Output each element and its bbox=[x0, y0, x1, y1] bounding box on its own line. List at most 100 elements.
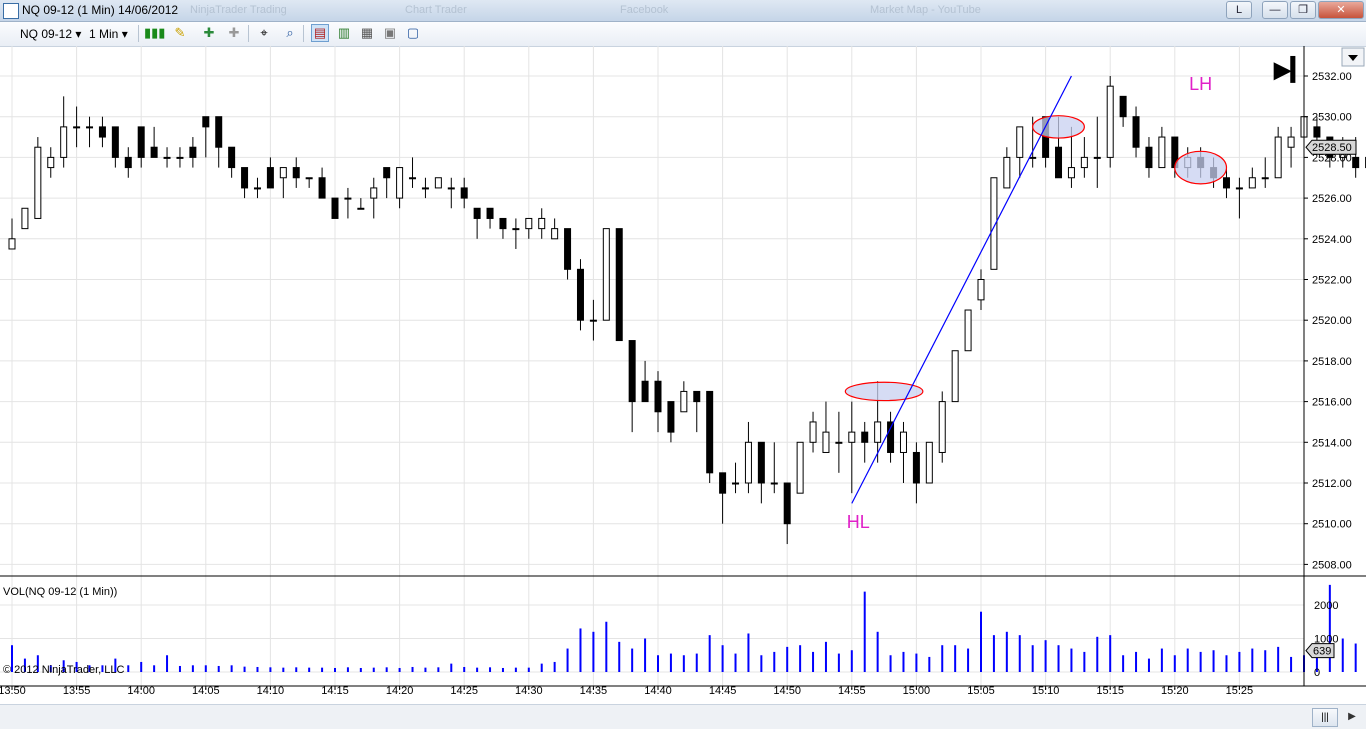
candle-body[interactable] bbox=[125, 157, 131, 167]
candle-body[interactable] bbox=[1249, 178, 1255, 188]
candle-body[interactable] bbox=[823, 432, 829, 452]
horizontal-scrollbar[interactable]: ||| ▶ bbox=[0, 704, 1366, 729]
candle-body[interactable] bbox=[1146, 147, 1152, 167]
template-icon[interactable]: ▢ bbox=[405, 25, 421, 41]
candle-body[interactable] bbox=[797, 442, 803, 493]
candle-body[interactable] bbox=[1107, 86, 1113, 157]
candle-body[interactable] bbox=[1030, 157, 1036, 158]
scrollbar-thumb[interactable]: ||| bbox=[1312, 708, 1338, 727]
candle-body[interactable] bbox=[1094, 157, 1100, 158]
close-button[interactable]: ✕ bbox=[1318, 1, 1364, 19]
minimize-button[interactable]: — bbox=[1262, 1, 1288, 19]
candle-body[interactable] bbox=[280, 168, 286, 178]
candle-body[interactable] bbox=[1068, 168, 1074, 178]
candle-body[interactable] bbox=[397, 168, 403, 199]
candle-body[interactable] bbox=[177, 157, 183, 158]
candle-body[interactable] bbox=[22, 208, 28, 228]
candle-body[interactable] bbox=[151, 147, 157, 157]
candle-body[interactable] bbox=[1133, 117, 1139, 148]
candle-body[interactable] bbox=[655, 381, 661, 412]
trendline[interactable] bbox=[852, 76, 1072, 503]
candle-body[interactable] bbox=[681, 391, 687, 411]
candle-body[interactable] bbox=[629, 341, 635, 402]
candle-body[interactable] bbox=[74, 127, 80, 128]
candle-body[interactable] bbox=[500, 218, 506, 228]
candle-body[interactable] bbox=[229, 147, 235, 167]
candle-body[interactable] bbox=[836, 442, 842, 443]
candle-body[interactable] bbox=[694, 391, 700, 401]
scroll-to-end-icon[interactable]: ▶▎ bbox=[1273, 55, 1308, 83]
crosshair-icon[interactable]: ⌖ bbox=[256, 25, 272, 41]
candle-body[interactable] bbox=[384, 168, 390, 178]
candle-body[interactable] bbox=[1120, 96, 1126, 116]
candle-body[interactable] bbox=[707, 391, 713, 472]
print-icon[interactable]: ▣ bbox=[382, 25, 398, 41]
candle-body[interactable] bbox=[203, 117, 209, 127]
candle-body[interactable] bbox=[965, 310, 971, 351]
candle-body[interactable] bbox=[720, 473, 726, 493]
candle-body[interactable] bbox=[242, 168, 248, 188]
candle-body[interactable] bbox=[164, 157, 170, 158]
candle-body[interactable] bbox=[616, 229, 622, 341]
candle-body[interactable] bbox=[1159, 137, 1165, 168]
candle-body[interactable] bbox=[771, 483, 777, 484]
candle-body[interactable] bbox=[87, 127, 93, 128]
properties-icon[interactable]: ▦ bbox=[359, 25, 375, 41]
candle-body[interactable] bbox=[888, 422, 894, 453]
scroll-right-arrow-icon[interactable]: ▶ bbox=[1342, 708, 1362, 725]
link-button[interactable]: L bbox=[1226, 1, 1252, 19]
candle-body[interactable] bbox=[603, 229, 609, 321]
candle-body[interactable] bbox=[138, 127, 144, 158]
bar-style-icon[interactable]: ▮▮▮ bbox=[144, 25, 160, 41]
candle-body[interactable] bbox=[254, 188, 260, 189]
candle-body[interactable] bbox=[99, 127, 105, 137]
candle-body[interactable] bbox=[1004, 157, 1010, 188]
candle-body[interactable] bbox=[577, 269, 583, 320]
candle-body[interactable] bbox=[1056, 147, 1062, 178]
candle-body[interactable] bbox=[9, 239, 15, 249]
candle-body[interactable] bbox=[1017, 127, 1023, 158]
candle-body[interactable] bbox=[293, 168, 299, 178]
candle-body[interactable] bbox=[810, 422, 816, 442]
restore-button[interactable]: ❐ bbox=[1290, 1, 1316, 19]
candle-body[interactable] bbox=[448, 188, 454, 189]
candle-body[interactable] bbox=[513, 229, 519, 230]
candle-body[interactable] bbox=[733, 483, 739, 484]
candle-body[interactable] bbox=[552, 229, 558, 239]
candle-body[interactable] bbox=[952, 351, 958, 402]
candle-body[interactable] bbox=[422, 188, 428, 189]
candle-body[interactable] bbox=[926, 442, 932, 483]
panel-menu-button[interactable] bbox=[1342, 48, 1364, 66]
highlight-ellipse[interactable] bbox=[1175, 151, 1227, 184]
candle-body[interactable] bbox=[539, 218, 545, 228]
candle-body[interactable] bbox=[371, 188, 377, 198]
candle-body[interactable] bbox=[487, 208, 493, 218]
candle-body[interactable] bbox=[410, 178, 416, 179]
candle-body[interactable] bbox=[875, 422, 881, 442]
candle-body[interactable] bbox=[319, 178, 325, 198]
candle-body[interactable] bbox=[35, 147, 41, 218]
candle-body[interactable] bbox=[190, 147, 196, 157]
candle-body[interactable] bbox=[758, 442, 764, 483]
remove-indicator-icon[interactable]: ✚ bbox=[226, 25, 242, 41]
candle-body[interactable] bbox=[1314, 127, 1320, 137]
candle-body[interactable] bbox=[461, 188, 467, 198]
candle-body[interactable] bbox=[1275, 137, 1281, 178]
highlight-ellipse[interactable] bbox=[1033, 116, 1085, 138]
annotation-label-hl[interactable]: HL bbox=[847, 512, 870, 532]
interval-selector[interactable]: 1 Min ▾ bbox=[89, 27, 128, 41]
candle-body[interactable] bbox=[784, 483, 790, 524]
candle-body[interactable] bbox=[642, 381, 648, 401]
candle-body[interactable] bbox=[849, 432, 855, 442]
instrument-selector[interactable]: NQ 09-12 ▾ bbox=[20, 27, 81, 41]
candle-body[interactable] bbox=[978, 280, 984, 300]
candle-body[interactable] bbox=[668, 402, 674, 433]
candle-body[interactable] bbox=[913, 452, 919, 483]
highlight-ellipse[interactable] bbox=[845, 382, 923, 400]
data-box-icon[interactable]: ▥ bbox=[336, 25, 352, 41]
candle-body[interactable] bbox=[939, 402, 945, 453]
candle-body[interactable] bbox=[61, 127, 67, 158]
candle-body[interactable] bbox=[1262, 178, 1268, 179]
